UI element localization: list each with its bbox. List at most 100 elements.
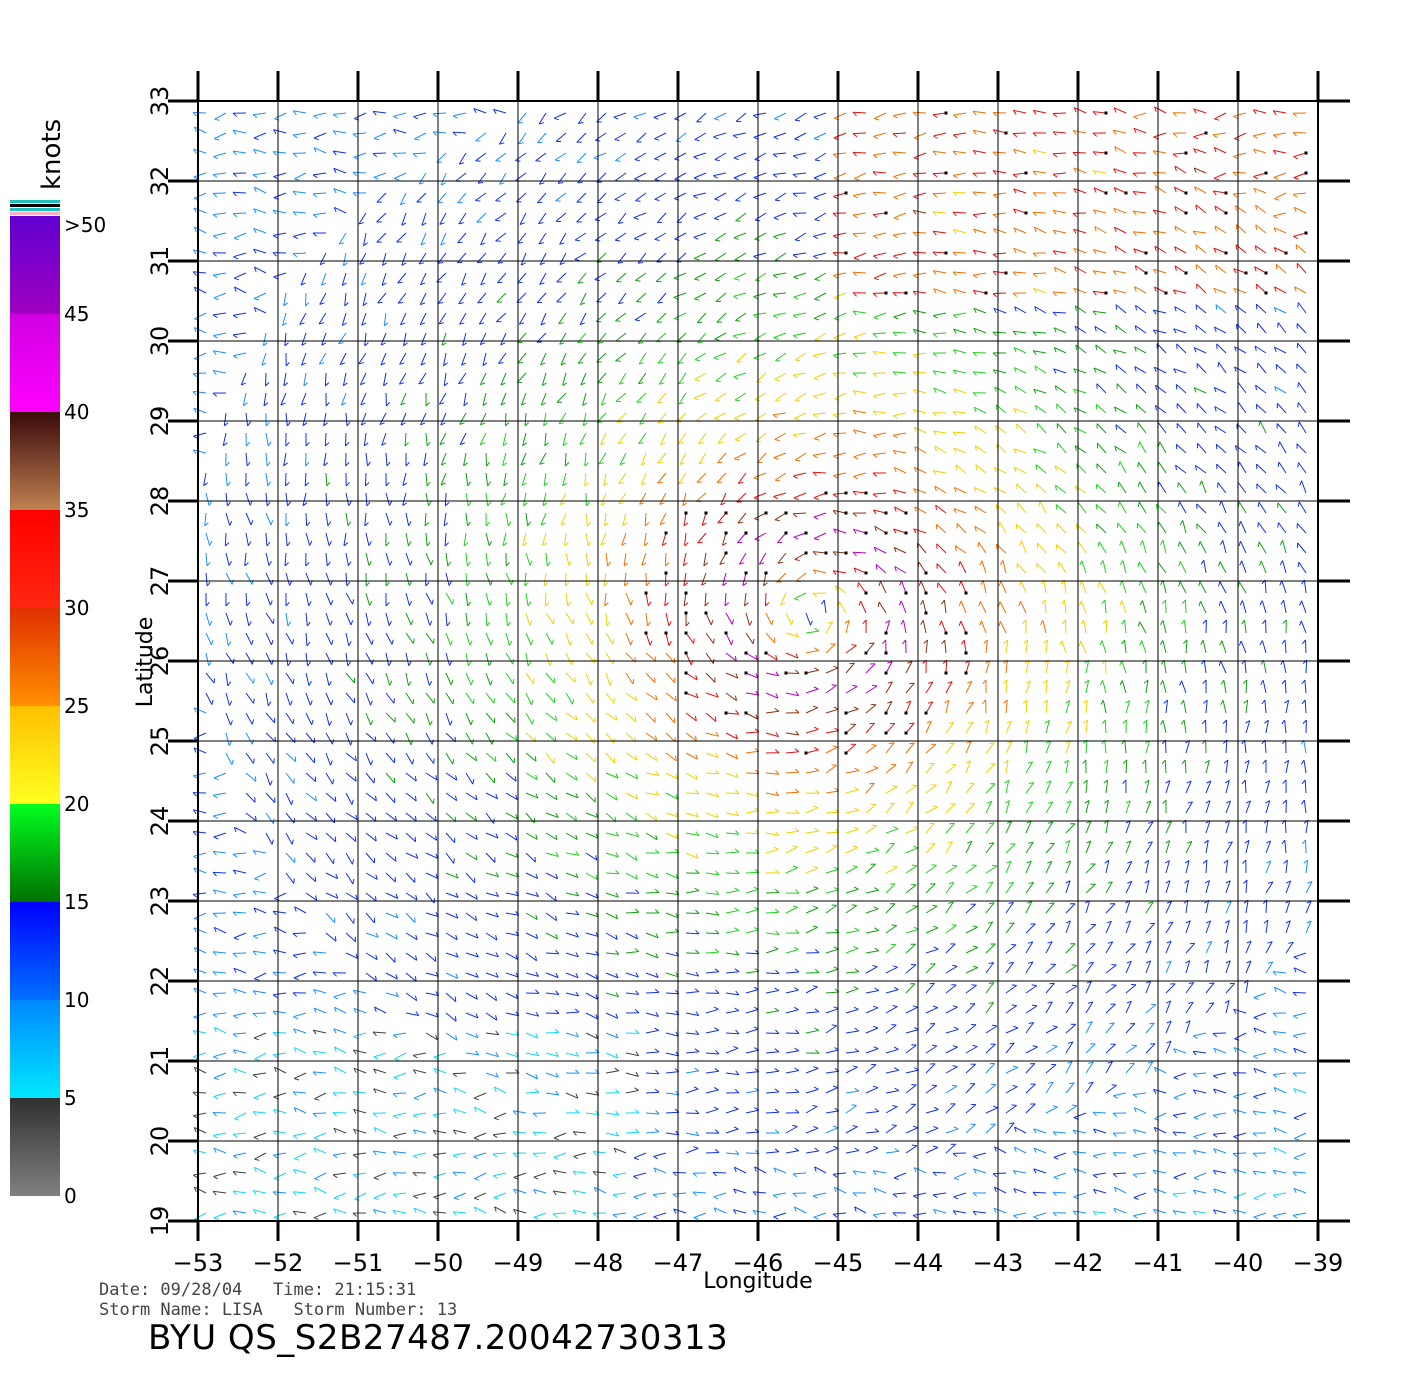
- wind-barb: [352, 1049, 357, 1055]
- wind-barb: [475, 994, 478, 1000]
- wind-vector: [353, 1152, 367, 1156]
- wind-barb: [1126, 840, 1132, 844]
- wind-vector: [517, 352, 527, 364]
- wind-vector: [493, 1112, 507, 1119]
- wind-barb: [1152, 1149, 1157, 1155]
- wind-barb: [515, 954, 518, 960]
- wind-barb: [792, 845, 798, 848]
- wind-vector: [765, 990, 779, 994]
- wind-vector: [479, 372, 487, 385]
- wind-vector: [1033, 388, 1047, 394]
- wind-barb: [370, 700, 373, 706]
- wind-vector: [565, 992, 579, 997]
- wind-vector: [805, 887, 819, 894]
- wind-barb: [794, 1047, 800, 1052]
- wind-vector: [1185, 1001, 1194, 1014]
- wind-vector: [425, 732, 433, 745]
- wind-barb: [814, 1008, 820, 1013]
- wind-vector: [765, 710, 779, 714]
- wind-barb: [445, 502, 450, 507]
- wind-vector: [925, 883, 936, 894]
- wind-vector: [585, 1112, 599, 1116]
- wind-barb: [1253, 1216, 1259, 1220]
- wind-vector: [253, 950, 267, 954]
- wind-barb: [459, 422, 465, 425]
- wind-vector: [1165, 821, 1173, 834]
- wind-barb: [1080, 619, 1085, 625]
- wind-barb: [353, 1129, 357, 1134]
- wind-vector: [385, 932, 398, 940]
- wind-vector: [505, 992, 518, 1000]
- wind-barb: [594, 776, 597, 782]
- wind-vector: [525, 912, 538, 921]
- wind-vector: [194, 946, 207, 954]
- wind-barb: [995, 425, 997, 431]
- wind-barb: [572, 618, 575, 624]
- wind-vector: [465, 492, 469, 506]
- rain-flag-dot: [964, 591, 968, 595]
- wind-barb: [974, 445, 977, 451]
- wind-vector: [193, 1030, 207, 1034]
- wind-barb: [386, 401, 391, 407]
- wind-vector: [1025, 1083, 1036, 1094]
- wind-vector: [725, 872, 740, 874]
- wind-vector: [885, 764, 897, 774]
- wind-barb: [1073, 368, 1077, 374]
- wind-vector: [954, 545, 967, 554]
- wind-vector: [885, 925, 897, 934]
- wind-vector: [533, 1212, 547, 1218]
- wind-vector: [1205, 840, 1209, 854]
- wind-vector: [845, 1008, 859, 1014]
- wind-vector: [813, 352, 827, 356]
- wind-vector: [745, 652, 758, 661]
- wind-vector: [1285, 880, 1292, 894]
- wind-vector: [1293, 1152, 1307, 1159]
- wind-vector: [805, 830, 819, 834]
- wind-barb: [873, 1145, 879, 1149]
- wind-barb: [1119, 600, 1123, 606]
- wind-vector: [474, 1106, 487, 1114]
- wind-vector: [292, 932, 307, 934]
- wind-vector: [985, 763, 996, 774]
- wind-vector: [625, 1052, 639, 1057]
- wind-barb: [795, 929, 800, 934]
- wind-vector: [805, 749, 819, 754]
- wind-vector: [380, 352, 387, 366]
- wind-vector: [465, 912, 477, 922]
- wind-barb: [774, 908, 780, 913]
- wind-vector: [725, 672, 739, 679]
- wind-barb: [227, 681, 232, 687]
- wind-barb: [346, 581, 351, 587]
- wind-barb: [272, 971, 277, 977]
- wind-vector: [425, 592, 433, 605]
- wind-vector: [445, 652, 451, 666]
- wind-vector: [625, 1089, 639, 1094]
- wind-vector: [920, 580, 927, 594]
- wind-vector: [885, 1090, 899, 1094]
- wind-barb: [353, 918, 355, 924]
- wind-barb: [507, 521, 512, 527]
- wind-barb: [252, 990, 257, 996]
- wind-vector: [685, 1051, 699, 1054]
- wind-vector: [525, 632, 532, 646]
- wind-vector: [565, 552, 570, 566]
- wind-barb: [364, 442, 369, 447]
- wind-barb: [233, 967, 237, 973]
- wind-barb: [553, 1137, 559, 1141]
- wind-barb: [844, 619, 850, 624]
- wind-barb: [619, 462, 625, 466]
- wind-vector: [1305, 860, 1309, 874]
- wind-vector: [425, 972, 439, 977]
- wind-vector: [805, 926, 818, 934]
- wind-vector: [1244, 659, 1247, 674]
- wind-vector: [953, 369, 967, 374]
- wind-vector: [273, 1191, 287, 1194]
- wind-barb: [893, 467, 897, 473]
- wind-barb: [1125, 700, 1130, 704]
- wind-barb: [1013, 347, 1017, 353]
- wind-vector: [645, 1029, 659, 1034]
- wind-vector: [905, 928, 919, 934]
- wind-vector: [625, 692, 637, 701]
- wind-vector: [625, 832, 639, 838]
- wind-barb: [932, 430, 937, 436]
